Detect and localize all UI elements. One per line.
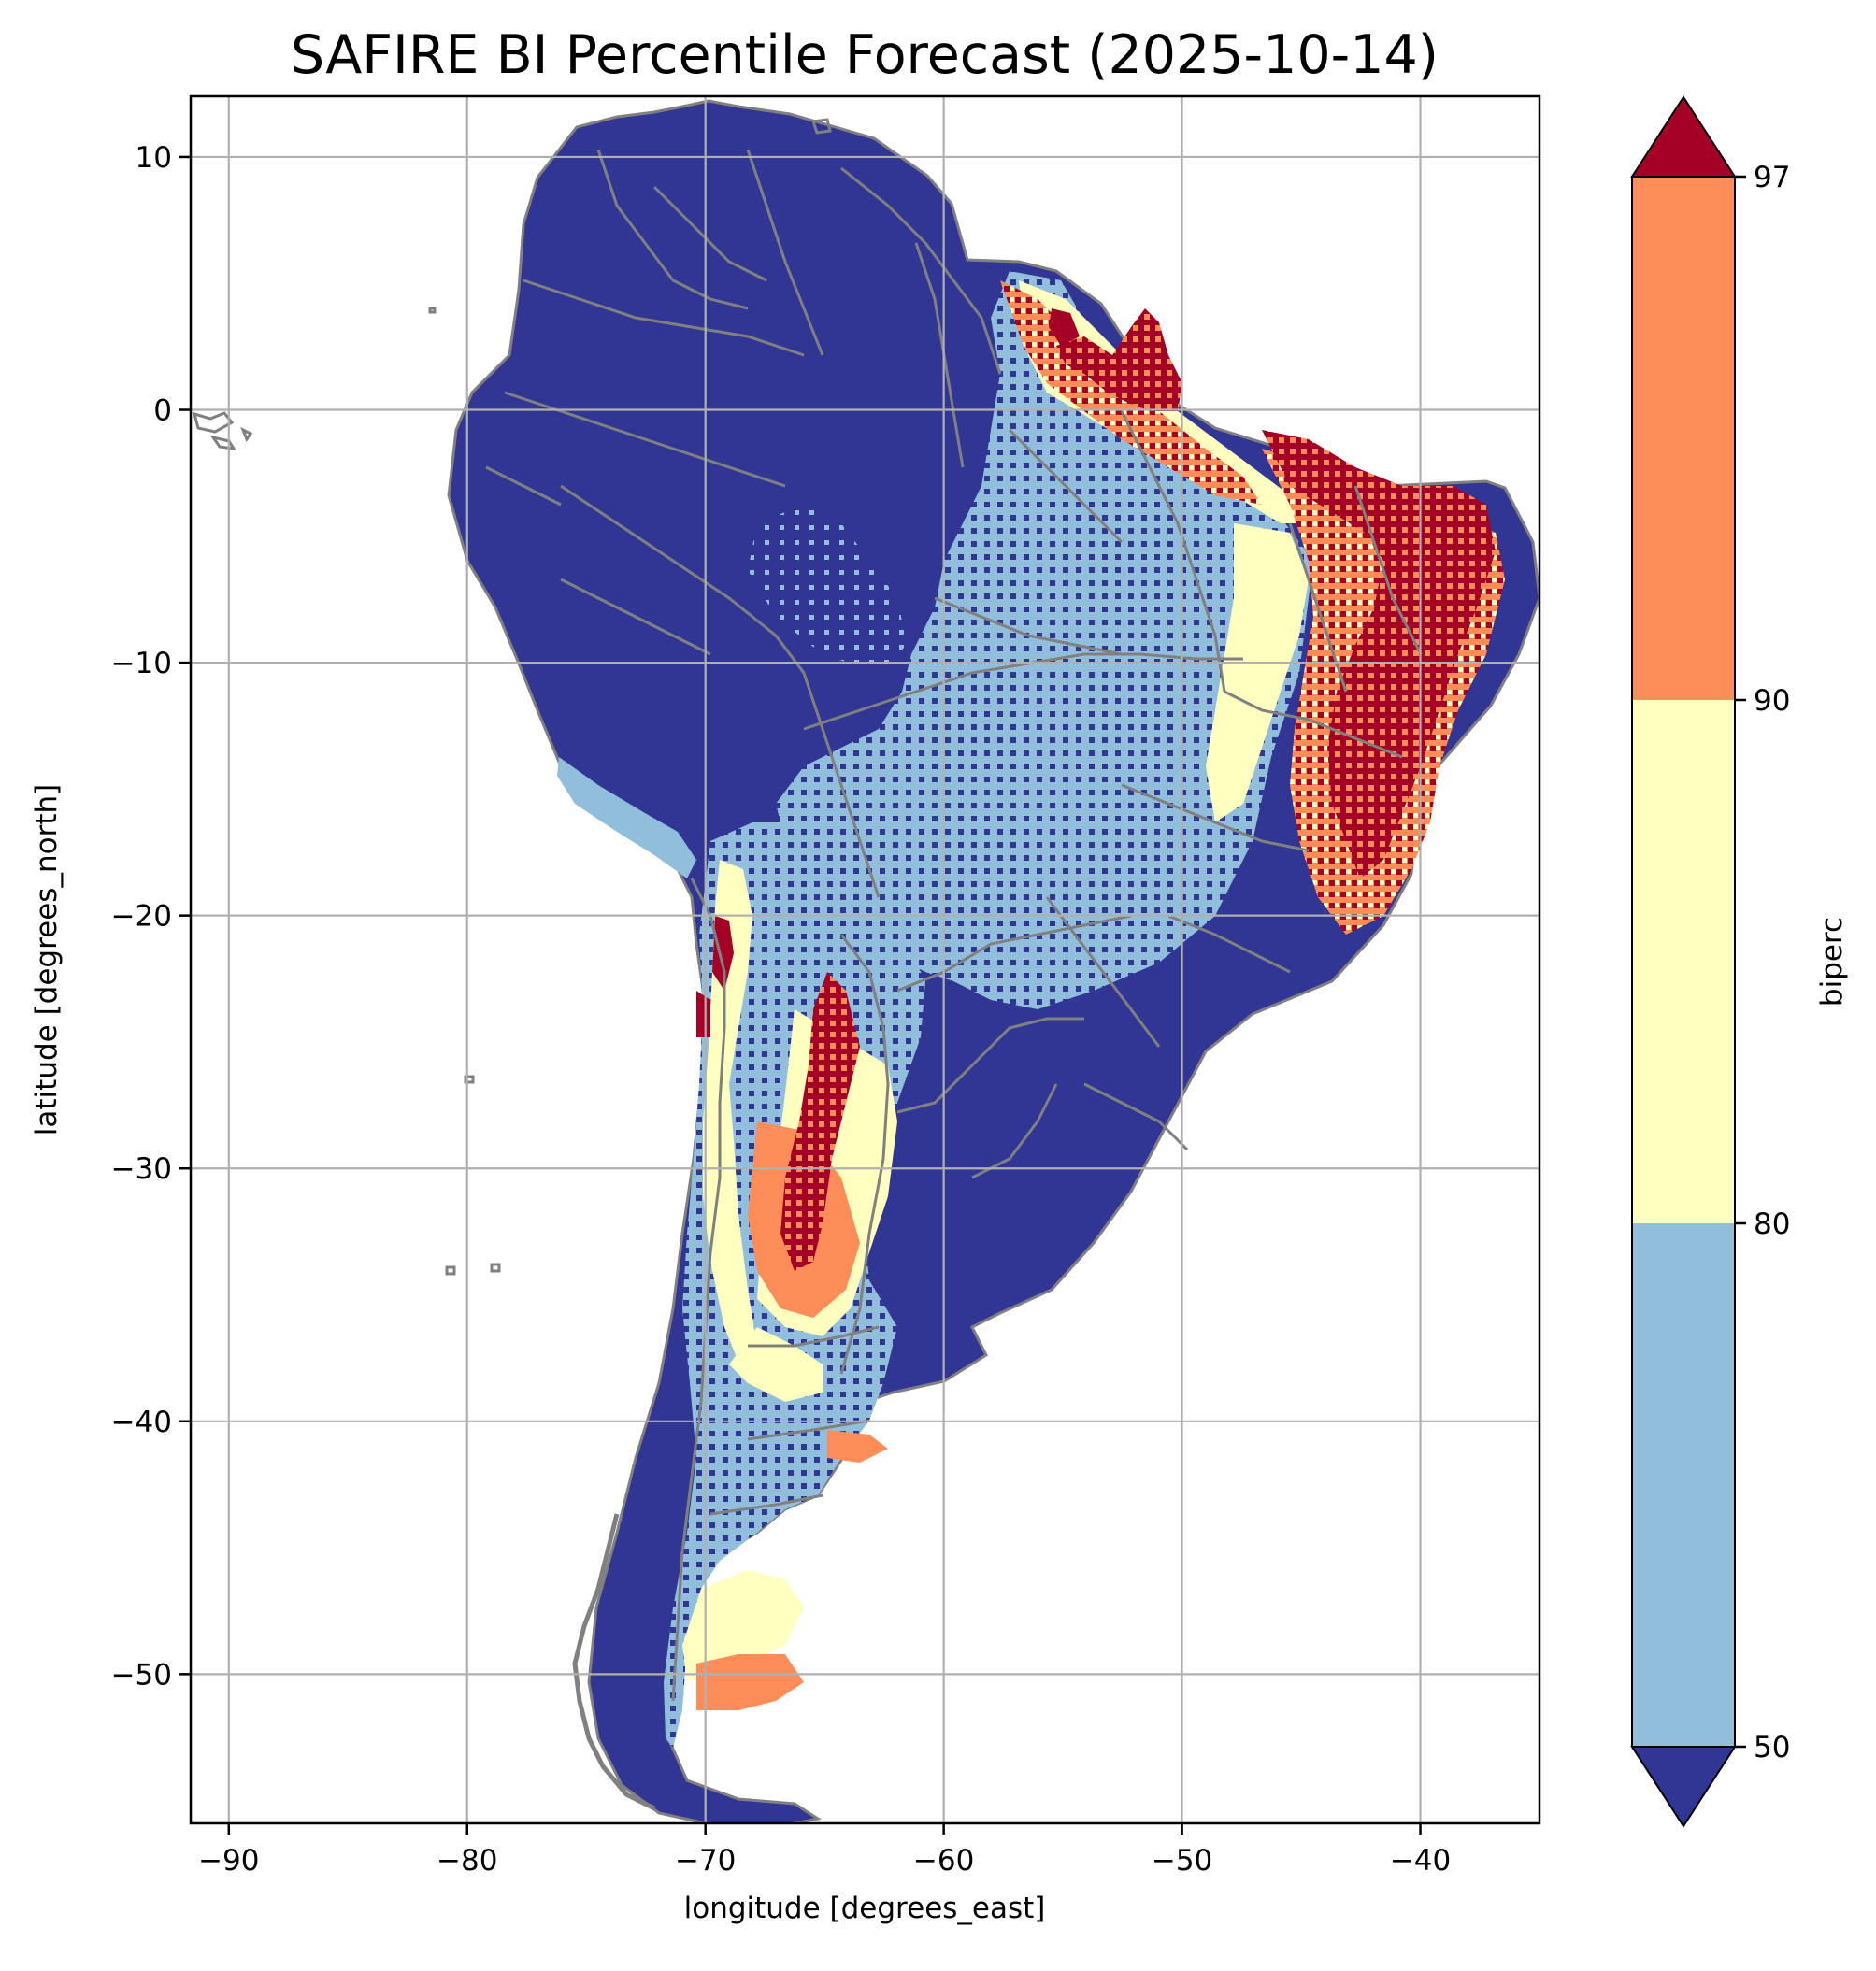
- colorbar-tick-label: 90: [1754, 684, 1790, 718]
- y-tick-label: −10: [111, 647, 172, 680]
- map-area: [192, 99, 1539, 1823]
- y-tick-label: −50: [111, 1658, 172, 1692]
- trinidad-island: [811, 118, 832, 135]
- colorbar-segment-80-90: [1632, 700, 1735, 1223]
- malpelo-island: [428, 307, 437, 314]
- colorbar-segment-50-80: [1632, 1223, 1735, 1747]
- x-tick-label: −50: [1152, 1844, 1212, 1878]
- region-above-97-chile: [712, 916, 734, 991]
- colorbar-ticks: 50 80 90 97: [1735, 161, 1790, 1764]
- x-tick-label: −60: [913, 1844, 974, 1878]
- colorbar: 50 80 90 97 biperc: [1630, 95, 1849, 1828]
- y-tick-label: −40: [111, 1406, 172, 1439]
- san-felix-islands: [464, 1075, 475, 1084]
- x-tick-label: −40: [1390, 1844, 1451, 1878]
- y-tick-label: 0: [153, 394, 172, 428]
- colorbar-segment-90-97: [1632, 177, 1735, 700]
- region-50-80-west-amazon: [748, 505, 907, 673]
- region-80-90-east: [1206, 523, 1309, 822]
- colorbar-tick-label: 50: [1754, 1731, 1790, 1764]
- region-above-97-chile-mid: [696, 991, 710, 1037]
- y-axis-ticks: 10 0 −10 −20 −30 −40 −50: [111, 141, 191, 1692]
- chile-fjords: [572, 1513, 656, 1811]
- y-tick-label: −30: [111, 1152, 172, 1186]
- region-80-90-andes: [703, 860, 757, 1374]
- colorbar-extend-bottom: [1630, 1746, 1737, 1828]
- region-50-80-coast-peru: [557, 757, 696, 878]
- region-80-90-patagonia: [682, 1570, 804, 1682]
- juan-fernandez-islands: [445, 1263, 501, 1276]
- y-axis-label: latitude [degrees_north]: [30, 784, 64, 1135]
- chart-title: SAFIRE BI Percentile Forecast (2025-10-1…: [291, 24, 1439, 86]
- colorbar-label: biperc: [1815, 917, 1849, 1007]
- gridlines: [191, 96, 1539, 1823]
- galapagos-islands: [192, 411, 253, 450]
- x-axis-label: longitude [degrees_east]: [684, 1892, 1046, 1925]
- x-tick-label: −90: [198, 1844, 259, 1878]
- colorbar-extend-top: [1630, 95, 1737, 178]
- region-above-97-amapa: [1056, 308, 1182, 411]
- colorbar-tick-label: 80: [1754, 1207, 1790, 1241]
- region-above-97-andes: [780, 972, 860, 1271]
- x-tick-label: −80: [437, 1844, 497, 1878]
- y-tick-label: 10: [136, 141, 172, 175]
- colorbar-outline: [1631, 176, 1736, 1748]
- colorbar-tick-label: 97: [1754, 161, 1790, 194]
- x-tick-label: −70: [675, 1844, 736, 1878]
- x-axis-ticks: −90 −80 −70 −60 −50 −40: [198, 1823, 1451, 1878]
- region-90-97-patagonia: [696, 1654, 804, 1710]
- region-above-97-amapa-north: [1049, 308, 1080, 346]
- axes-frame: [189, 94, 1541, 1825]
- region-above-97-northeast: [1262, 430, 1496, 878]
- region-90-97-chubut: [827, 1430, 888, 1463]
- y-tick-label: −20: [111, 900, 172, 934]
